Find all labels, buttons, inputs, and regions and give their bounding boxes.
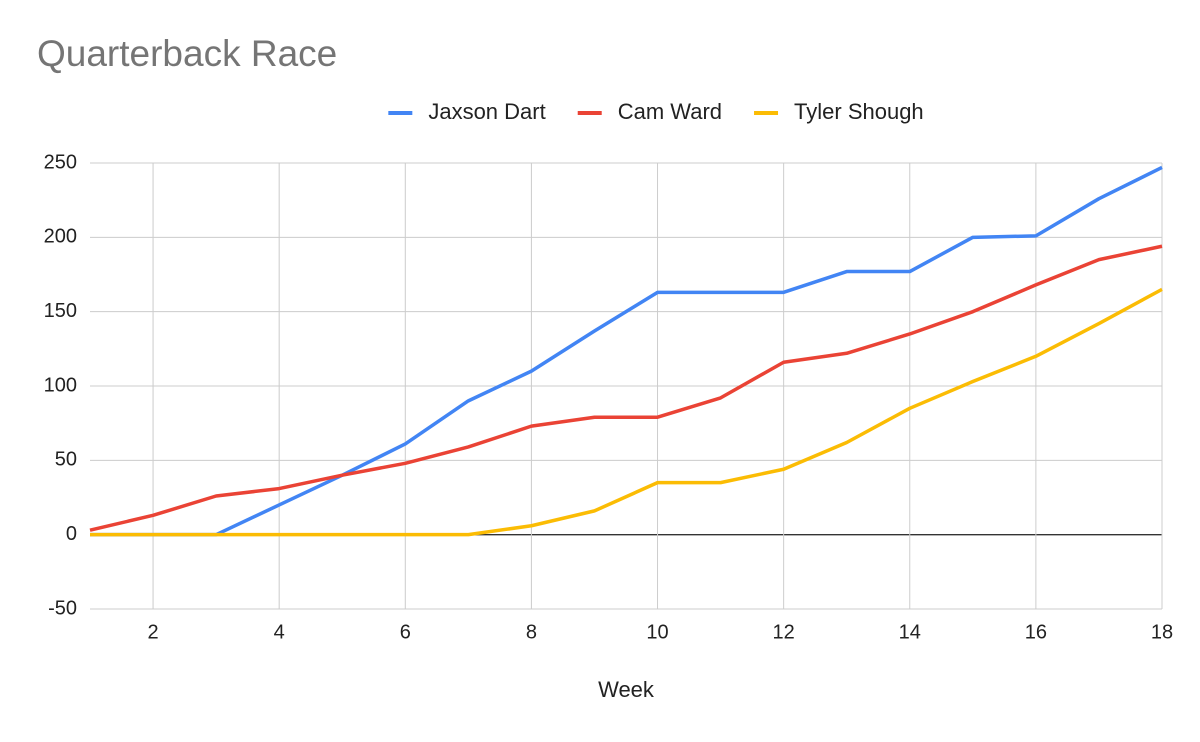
x-tick-label: 14 — [899, 621, 921, 643]
series-line — [90, 165, 1163, 537]
x-tick-label: 2 — [147, 621, 158, 643]
y-tick-label: 200 — [44, 226, 77, 248]
lines — [89, 165, 1163, 537]
series-line — [89, 244, 1163, 532]
legend-item: Tyler Shough — [754, 99, 924, 124]
chart-title: Quarterback Race — [37, 33, 337, 74]
x-tick-label: 12 — [773, 621, 795, 643]
y-tick-label: -50 — [48, 597, 77, 619]
legend-item: Jaxson Dart — [388, 99, 546, 124]
x-tick-label: 6 — [400, 621, 411, 643]
legend-label: Jaxson Dart — [428, 99, 545, 124]
series-line — [90, 287, 1163, 537]
x-tick-label: 4 — [274, 621, 285, 643]
y-tick-label: 250 — [44, 151, 77, 173]
x-tick-label: 10 — [646, 621, 668, 643]
y-tick-label: 50 — [55, 449, 77, 471]
x-tick-label: 8 — [526, 621, 537, 643]
legend-label: Cam Ward — [618, 99, 722, 124]
x-axis-title: Week — [598, 677, 655, 702]
y-tick-label: 100 — [44, 374, 77, 396]
grid — [90, 162, 1163, 610]
legend-item: Cam Ward — [577, 99, 722, 124]
legend-label: Tyler Shough — [794, 99, 924, 124]
x-tick-label: 16 — [1025, 621, 1047, 643]
y-tick-label: 0 — [66, 523, 77, 545]
y-tick-label: 150 — [44, 300, 77, 322]
legend: Jaxson Dart Cam Ward Tyler Shough — [388, 99, 924, 124]
x-tick-label: 18 — [1151, 621, 1173, 643]
